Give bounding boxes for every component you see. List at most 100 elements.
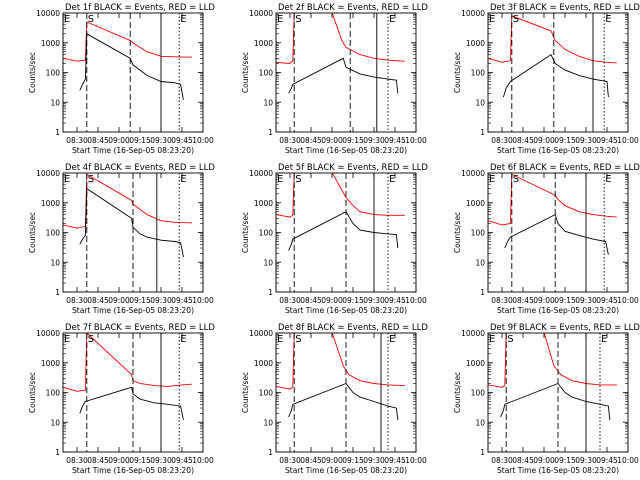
x-tick-label: 09:15 — [342, 456, 364, 465]
y-tick-label: 10000 — [461, 9, 485, 18]
marker-label: E — [489, 174, 495, 185]
panel-1: Det 1f BLACK = Events, RED = LLD 1 10 100 10… — [28, 3, 215, 155]
x-tick-label: 08:45 — [512, 136, 534, 145]
marker-label: E — [180, 174, 186, 185]
x-tick-label: 09:30 — [150, 136, 172, 145]
x-tick-label: 09:45 — [384, 136, 406, 145]
y-tick-label: 10000 — [461, 169, 485, 178]
y-tick-label: 1 — [268, 128, 273, 137]
x-tick-label: 09:15 — [342, 136, 364, 145]
x-axis-label: Start Time (16-Sep-05 08:23:20) — [285, 306, 407, 315]
x-tick-label: 09:15 — [129, 296, 151, 305]
y-tick-label: 1000 — [41, 39, 60, 48]
y-axis-label: Counts/sec — [453, 372, 462, 413]
marker-label: S — [513, 14, 519, 25]
x-tick-label: 08:30 — [66, 136, 88, 145]
x-tick-label: 09:00 — [321, 456, 343, 465]
panel-frame — [62, 172, 204, 293]
marker-label: E — [605, 174, 611, 185]
y-tick-label: 100 — [259, 389, 274, 398]
x-tick-label: 08:30 — [66, 456, 88, 465]
x-tick-label: 08:45 — [300, 296, 322, 305]
x-tick-label: 08:45 — [512, 296, 534, 305]
lld-series-line — [63, 333, 192, 392]
lld-series-line — [276, 333, 405, 390]
x-tick-label: 10:00 — [192, 136, 214, 145]
y-tick-label: 10000 — [36, 329, 60, 338]
x-tick-label: 09:00 — [108, 456, 130, 465]
panel-frame — [487, 172, 629, 293]
lld-series-line — [276, 13, 405, 64]
x-tick-label: 09:30 — [575, 296, 597, 305]
y-tick-label: 10 — [475, 98, 485, 107]
panel-plot-area — [488, 173, 617, 255]
y-tick-label: 1 — [480, 128, 485, 137]
events-series-line — [79, 386, 184, 420]
x-tick-label: 09:30 — [150, 296, 172, 305]
marker-label: E — [64, 14, 70, 25]
panel-plot-area — [63, 173, 192, 258]
x-tick-label: 08:45 — [87, 136, 109, 145]
marker-label: E — [389, 14, 395, 25]
panel-title: Det 8f BLACK = Events, RED = LLD — [278, 323, 428, 333]
panel-title: Det 9f BLACK = Events, RED = LLD — [490, 323, 640, 333]
x-tick-label: 09:00 — [533, 296, 555, 305]
panel-9: Det 9f BLACK = Events, RED = LLD 1 10 100 10… — [453, 323, 640, 475]
marker-label: E — [277, 334, 283, 345]
events-series-line — [500, 382, 611, 420]
marker-label: E — [605, 14, 611, 25]
x-tick-label: 09:15 — [554, 296, 576, 305]
y-tick-label: 100 — [46, 229, 61, 238]
panel-title: Det 1f BLACK = Events, RED = LLD — [65, 3, 215, 13]
panel-frame — [487, 332, 629, 453]
y-tick-label: 10000 — [461, 329, 485, 338]
y-axis-label: Counts/sec — [28, 52, 37, 93]
panel-frame — [275, 172, 417, 293]
panel-title: Det 6f BLACK = Events, RED = LLD — [490, 163, 640, 173]
marker-label: E — [389, 334, 395, 345]
panel-plot-area — [63, 21, 192, 100]
marker-label: E — [64, 174, 70, 185]
panel-7: Det 7f BLACK = Events, RED = LLD 1 10 100 10… — [28, 323, 215, 475]
panel-frame — [275, 332, 417, 453]
x-tick-label: 09:30 — [575, 136, 597, 145]
y-tick-label: 10 — [50, 258, 60, 267]
y-tick-label: 1 — [480, 448, 485, 457]
x-axis-label: Start Time (16-Sep-05 08:23:20) — [72, 466, 194, 475]
x-tick-label: 09:45 — [384, 456, 406, 465]
panel-title: Det 3f BLACK = Events, RED = LLD — [490, 3, 640, 13]
marker-label: E — [601, 334, 607, 345]
x-axis-label: Start Time (16-Sep-05 08:23:20) — [72, 146, 194, 155]
lld-series-line — [63, 21, 192, 62]
y-axis-label: Counts/sec — [28, 212, 37, 253]
x-tick-label: 10:00 — [405, 456, 427, 465]
y-tick-label: 100 — [471, 229, 486, 238]
x-tick-label: 10:00 — [405, 136, 427, 145]
panel-frame — [62, 332, 204, 453]
events-series-line — [79, 33, 184, 100]
marker-label: E — [489, 14, 495, 25]
y-axis-label: Counts/sec — [241, 52, 250, 93]
lld-series-line — [488, 173, 617, 226]
y-tick-label: 10 — [50, 418, 60, 427]
lld-series-line — [488, 333, 617, 388]
x-axis-label: Start Time (16-Sep-05 08:23:20) — [497, 306, 619, 315]
y-tick-label: 1000 — [466, 199, 485, 208]
x-tick-label: 08:45 — [87, 456, 109, 465]
lld-series-line — [63, 173, 192, 229]
x-tick-label: 08:45 — [300, 136, 322, 145]
y-tick-label: 1000 — [41, 199, 60, 208]
y-tick-label: 1 — [55, 448, 60, 457]
y-axis-label: Counts/sec — [453, 212, 462, 253]
marker-label: E — [180, 14, 186, 25]
marker-label: E — [180, 334, 186, 345]
x-tick-label: 08:30 — [491, 456, 513, 465]
x-tick-label: 08:45 — [512, 456, 534, 465]
events-series-line — [288, 211, 399, 251]
panel-title: Det 5f BLACK = Events, RED = LLD — [278, 163, 428, 173]
marker-label: S — [295, 174, 301, 185]
marker-label: S — [507, 334, 513, 345]
x-tick-label: 10:00 — [405, 296, 427, 305]
y-axis-label: Counts/sec — [453, 52, 462, 93]
x-tick-label: 10:00 — [617, 136, 639, 145]
